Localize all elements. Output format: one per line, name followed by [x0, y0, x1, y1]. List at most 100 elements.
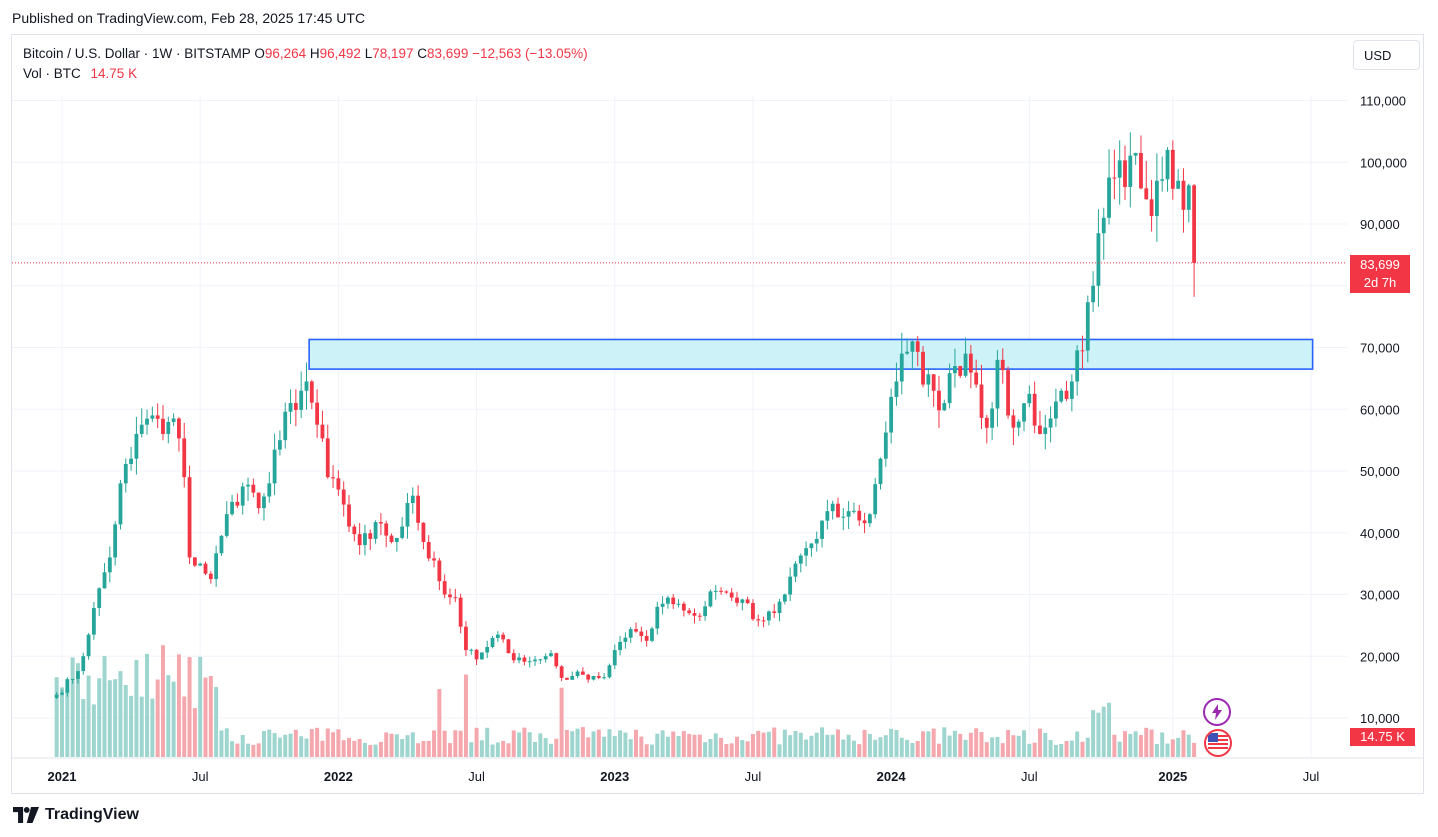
candle-body[interactable]	[681, 603, 686, 611]
candle-body[interactable]	[899, 353, 904, 382]
candle-body[interactable]	[320, 424, 325, 439]
candle-body[interactable]	[607, 665, 612, 678]
candle-body[interactable]	[740, 599, 745, 603]
candle-body[interactable]	[841, 516, 846, 518]
candle-body[interactable]	[570, 676, 575, 680]
candle-body[interactable]	[1043, 427, 1048, 434]
candle-body[interactable]	[915, 341, 920, 352]
candle-body[interactable]	[1123, 160, 1127, 187]
candle-body[interactable]	[782, 594, 787, 602]
candle-body[interactable]	[937, 390, 941, 411]
candle-body[interactable]	[809, 543, 814, 549]
candle-body[interactable]	[612, 650, 617, 666]
candle-body[interactable]	[214, 553, 219, 580]
candle-body[interactable]	[671, 597, 676, 605]
candle-body[interactable]	[495, 634, 500, 638]
candle-body[interactable]	[926, 374, 931, 385]
candle-body[interactable]	[309, 381, 314, 403]
candle-body[interactable]	[905, 351, 909, 354]
candle-body[interactable]	[628, 629, 633, 638]
candle-body[interactable]	[97, 588, 102, 609]
candle-body[interactable]	[368, 533, 373, 539]
candle-body[interactable]	[352, 526, 357, 535]
symbol-legend[interactable]: Bitcoin / U.S. Dollar · 1W · BITSTAMP O9…	[23, 46, 588, 61]
candle-body[interactable]	[1032, 393, 1037, 426]
candle-body[interactable]	[448, 594, 452, 598]
candle-body[interactable]	[453, 597, 458, 599]
candle-body[interactable]	[1080, 350, 1085, 352]
candle-body[interactable]	[511, 653, 516, 661]
candle-body[interactable]	[543, 656, 548, 660]
candle-body[interactable]	[676, 603, 681, 605]
candle-body[interactable]	[889, 396, 894, 433]
candle-body[interactable]	[299, 390, 304, 410]
candle-body[interactable]	[1139, 152, 1143, 189]
candle-body[interactable]	[91, 608, 96, 635]
candle-body[interactable]	[384, 523, 389, 536]
candle-body[interactable]	[666, 597, 670, 604]
candle-body[interactable]	[479, 652, 484, 660]
candle-body[interactable]	[1117, 160, 1122, 178]
candle-body[interactable]	[867, 514, 872, 524]
candle-body[interactable]	[820, 520, 824, 539]
candle-body[interactable]	[857, 510, 862, 521]
candle-body[interactable]	[522, 657, 527, 662]
candle-body[interactable]	[187, 477, 192, 558]
volume-legend[interactable]: Vol · BTC 14.75 K	[23, 66, 137, 81]
candle-body[interactable]	[878, 458, 883, 485]
candle-body[interactable]	[793, 563, 798, 577]
candle-body[interactable]	[559, 666, 564, 678]
candle-body[interactable]	[283, 411, 288, 441]
candle-body[interactable]	[575, 671, 580, 677]
candle-body[interactable]	[405, 502, 410, 527]
candle-body[interactable]	[921, 351, 925, 385]
candle-body[interactable]	[293, 403, 298, 410]
candle-body[interactable]	[416, 495, 421, 523]
candle-body[interactable]	[357, 534, 362, 546]
candle-body[interactable]	[804, 548, 808, 556]
candle-body[interactable]	[1075, 350, 1080, 382]
candle-body[interactable]	[655, 606, 660, 629]
candle-body[interactable]	[76, 671, 80, 679]
candle-body[interactable]	[708, 591, 713, 607]
candle-body[interactable]	[947, 373, 952, 404]
candle-body[interactable]	[1154, 180, 1159, 217]
candle-body[interactable]	[336, 478, 341, 490]
candle-body[interactable]	[1096, 233, 1101, 286]
candle-body[interactable]	[852, 510, 856, 512]
candle-body[interactable]	[464, 626, 468, 651]
candle-body[interactable]	[235, 501, 240, 506]
candle-body[interactable]	[756, 619, 761, 621]
candle-body[interactable]	[1000, 359, 1005, 371]
candle-body[interactable]	[315, 402, 320, 425]
candle-body[interactable]	[751, 603, 755, 620]
candle-body[interactable]	[554, 653, 559, 667]
candle-body[interactable]	[836, 503, 840, 518]
candle-body[interactable]	[1059, 390, 1064, 402]
candle-body[interactable]	[1112, 177, 1117, 179]
candle-body[interactable]	[230, 501, 234, 515]
candle-body[interactable]	[400, 526, 405, 538]
candle-body[interactable]	[825, 511, 830, 521]
candle-body[interactable]	[246, 484, 250, 487]
candle-body[interactable]	[161, 418, 165, 434]
candle-body[interactable]	[113, 524, 118, 558]
candle-body[interactable]	[501, 634, 506, 640]
candle-body[interactable]	[830, 503, 835, 512]
candle-body[interactable]	[123, 463, 128, 484]
candle-body[interactable]	[1165, 149, 1170, 180]
candle-body[interactable]	[86, 634, 91, 657]
candle-body[interactable]	[485, 646, 490, 653]
candle-body[interactable]	[331, 477, 335, 479]
candle-body[interactable]	[761, 620, 766, 622]
candle-body[interactable]	[979, 384, 984, 418]
candle-body[interactable]	[192, 557, 197, 566]
candle-body[interactable]	[490, 637, 495, 647]
candle-body[interactable]	[729, 592, 734, 598]
candle-body[interactable]	[1101, 217, 1106, 234]
candle-body[interactable]	[102, 572, 107, 589]
candle-body[interactable]	[910, 341, 915, 352]
candle-body[interactable]	[984, 417, 989, 428]
candle-body[interactable]	[506, 639, 511, 654]
candle-body[interactable]	[1181, 180, 1186, 210]
